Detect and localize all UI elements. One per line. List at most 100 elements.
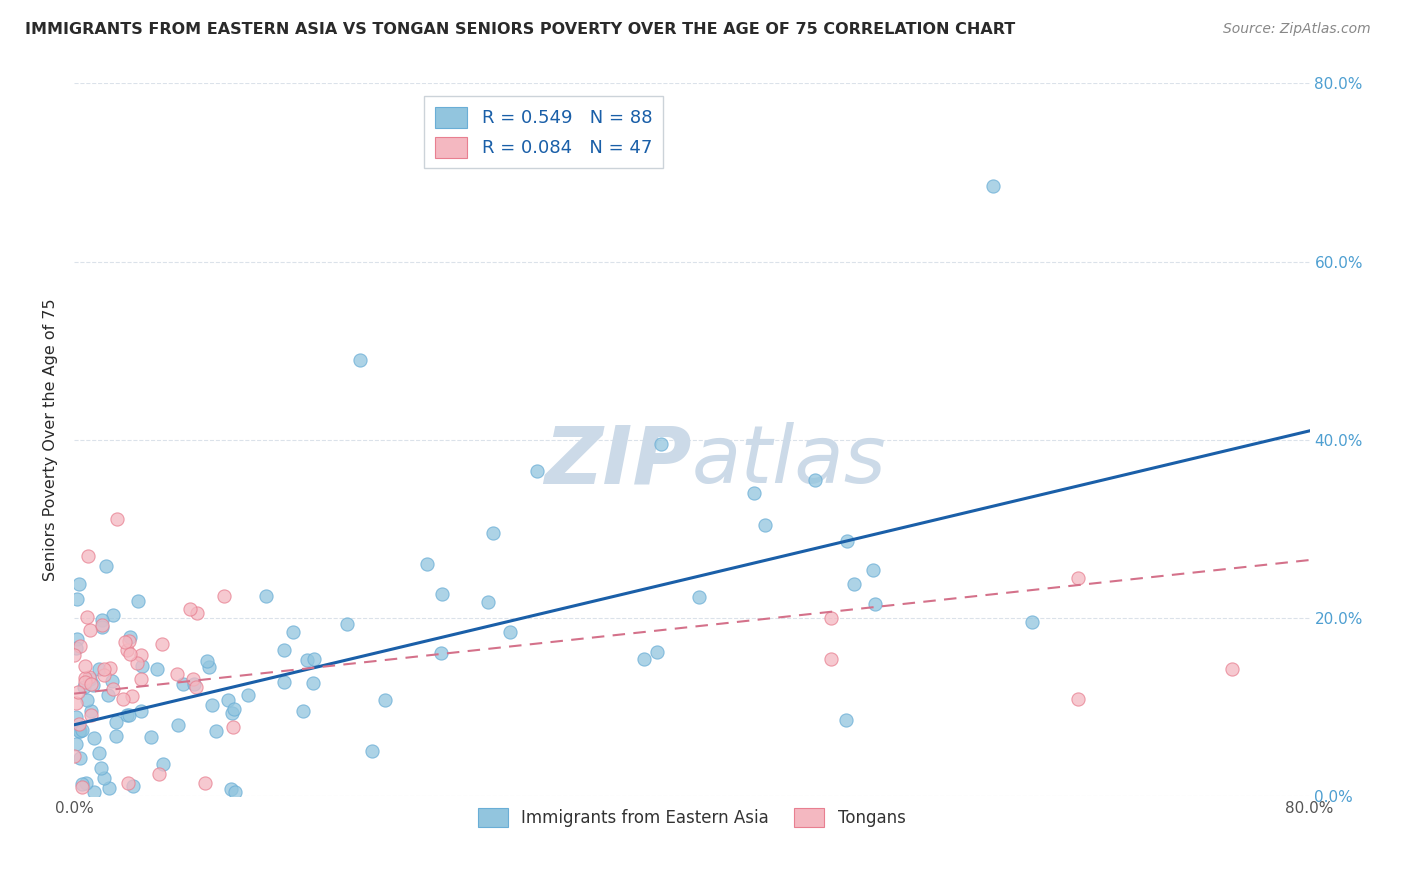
Point	[69, 723, 91, 738]
Point	[118, 647, 141, 661]
Point	[66, 685, 89, 699]
Point	[482, 526, 505, 541]
Point	[862, 563, 884, 577]
Point	[73, 680, 96, 694]
Point	[238, 688, 260, 702]
Point	[83, 784, 105, 798]
Point	[283, 625, 305, 640]
Legend: Immigrants from Eastern Asia, Tongans: Immigrants from Eastern Asia, Tongans	[471, 802, 912, 834]
Point	[117, 633, 139, 648]
Point	[104, 729, 127, 743]
Point	[254, 589, 277, 603]
Point	[66, 632, 89, 646]
Point	[75, 671, 97, 685]
Point	[90, 761, 112, 775]
Point	[181, 672, 204, 686]
Point	[91, 613, 114, 627]
Point	[118, 630, 141, 644]
Point	[224, 784, 246, 798]
Point	[79, 623, 101, 637]
Point	[430, 587, 453, 601]
Point	[742, 486, 765, 500]
Point	[129, 672, 152, 686]
Point	[302, 676, 325, 690]
Point	[65, 737, 87, 751]
Point	[77, 549, 100, 563]
Point	[97, 780, 120, 795]
Point	[127, 594, 149, 608]
Point	[349, 352, 371, 367]
Point	[183, 677, 205, 691]
Point	[91, 620, 114, 634]
Point	[93, 662, 115, 676]
Point	[112, 692, 135, 706]
Point	[69, 639, 91, 653]
Point	[76, 692, 98, 706]
Point	[73, 659, 96, 673]
Point	[131, 659, 153, 673]
Point	[416, 557, 439, 571]
Point	[835, 714, 858, 728]
Point	[1067, 692, 1090, 706]
Point	[179, 602, 201, 616]
Point	[835, 533, 858, 548]
Point	[67, 717, 90, 731]
Point	[335, 616, 357, 631]
Point	[194, 775, 217, 789]
Point	[804, 473, 827, 487]
Point	[76, 610, 98, 624]
Point	[374, 692, 396, 706]
Point	[70, 780, 93, 794]
Point	[688, 591, 710, 605]
Y-axis label: Seniors Poverty Over the Age of 75: Seniors Poverty Over the Age of 75	[44, 299, 58, 581]
Point	[66, 592, 89, 607]
Point	[93, 668, 115, 682]
Point	[129, 704, 152, 718]
Point	[79, 704, 101, 718]
Text: ZIP: ZIP	[544, 422, 692, 500]
Point	[650, 437, 672, 451]
Point	[117, 775, 139, 789]
Point	[820, 651, 842, 665]
Point	[65, 710, 87, 724]
Point	[75, 776, 97, 790]
Point	[222, 702, 245, 716]
Point	[633, 652, 655, 666]
Point	[172, 677, 194, 691]
Point	[98, 661, 121, 675]
Point	[100, 674, 122, 689]
Point	[79, 670, 101, 684]
Point	[80, 708, 103, 723]
Point	[152, 757, 174, 772]
Point	[65, 696, 87, 710]
Point	[214, 589, 236, 603]
Point	[1220, 662, 1243, 676]
Point	[93, 771, 115, 785]
Point	[186, 607, 208, 621]
Point	[63, 648, 86, 663]
Point	[114, 635, 136, 649]
Point	[90, 617, 112, 632]
Point	[273, 674, 295, 689]
Point	[73, 674, 96, 689]
Point	[820, 611, 842, 625]
Point	[67, 724, 90, 739]
Point	[69, 751, 91, 765]
Point	[205, 723, 228, 738]
Point	[219, 782, 242, 797]
Point	[97, 688, 120, 702]
Point	[122, 780, 145, 794]
Point	[146, 661, 169, 675]
Point	[141, 730, 163, 744]
Point	[67, 576, 90, 591]
Point	[104, 715, 127, 730]
Point	[1067, 571, 1090, 585]
Text: atlas: atlas	[692, 422, 887, 500]
Point	[1021, 615, 1043, 630]
Point	[198, 660, 221, 674]
Point	[94, 558, 117, 573]
Point	[844, 576, 866, 591]
Point	[105, 512, 128, 526]
Point	[63, 748, 86, 763]
Point	[221, 706, 243, 720]
